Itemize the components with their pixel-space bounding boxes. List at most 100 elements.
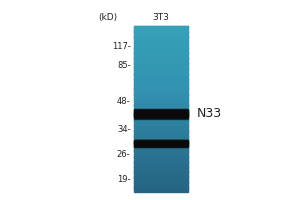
Bar: [134, 117, 188, 118]
Bar: [134, 121, 188, 122]
Bar: [134, 189, 188, 190]
Bar: [134, 177, 188, 178]
Bar: [134, 44, 188, 45]
Bar: [134, 52, 188, 53]
Bar: [134, 28, 188, 29]
Bar: [134, 68, 188, 69]
Bar: [134, 120, 188, 121]
Bar: [134, 52, 188, 53]
Bar: [134, 89, 188, 90]
Bar: [134, 141, 188, 142]
Bar: [134, 182, 188, 183]
Bar: [134, 110, 188, 111]
Bar: [134, 191, 188, 192]
Bar: [134, 143, 188, 144]
Text: 19-: 19-: [117, 175, 130, 184]
Bar: [134, 173, 188, 174]
Bar: [134, 145, 188, 146]
Text: 85-: 85-: [117, 61, 130, 70]
Bar: [134, 157, 188, 158]
Bar: [134, 83, 188, 84]
Text: 48-: 48-: [117, 97, 130, 106]
Bar: [134, 118, 188, 119]
Bar: [134, 182, 188, 183]
Bar: [134, 119, 188, 120]
Bar: [134, 67, 188, 68]
Bar: [134, 181, 188, 182]
Bar: [134, 190, 188, 191]
Bar: [134, 74, 188, 75]
Bar: [134, 146, 188, 147]
Bar: [134, 72, 188, 73]
Bar: [134, 169, 188, 170]
Bar: [134, 128, 188, 129]
Bar: [134, 68, 188, 69]
Bar: [134, 187, 188, 188]
Bar: [134, 140, 188, 141]
Bar: [134, 164, 188, 165]
Bar: [134, 32, 188, 33]
Bar: [134, 146, 188, 147]
Bar: [134, 84, 188, 85]
Bar: [134, 100, 188, 101]
Bar: [134, 163, 188, 164]
Bar: [134, 178, 188, 179]
Bar: [134, 74, 188, 75]
Bar: [134, 77, 188, 78]
Bar: [134, 153, 188, 154]
Bar: [134, 131, 188, 132]
Bar: [134, 58, 188, 59]
Bar: [134, 123, 188, 124]
Bar: [134, 147, 188, 148]
Bar: [134, 146, 188, 147]
Bar: [134, 139, 188, 140]
Bar: [134, 37, 188, 38]
Bar: [134, 29, 188, 30]
Bar: [134, 133, 188, 134]
Bar: [134, 144, 188, 145]
Bar: [134, 138, 188, 139]
Bar: [134, 112, 188, 113]
Bar: [134, 57, 188, 58]
Bar: [134, 143, 188, 144]
Bar: [134, 104, 188, 105]
Bar: [134, 110, 188, 111]
Bar: [134, 125, 188, 126]
Bar: [134, 136, 188, 137]
Bar: [134, 86, 188, 87]
Bar: [134, 115, 188, 116]
Bar: [134, 170, 188, 171]
Bar: [134, 134, 188, 135]
Bar: [134, 111, 188, 112]
Bar: [134, 177, 188, 178]
Bar: [134, 137, 188, 138]
Bar: [134, 161, 188, 162]
Bar: [134, 149, 188, 150]
Bar: [134, 79, 188, 80]
Bar: [134, 93, 188, 94]
Bar: [134, 87, 188, 88]
Bar: [134, 48, 188, 49]
Bar: [134, 118, 188, 119]
Bar: [134, 37, 188, 38]
Bar: [134, 82, 188, 83]
Bar: [134, 30, 188, 31]
Bar: [134, 54, 188, 55]
Bar: [134, 27, 188, 28]
Bar: [134, 78, 188, 79]
Bar: [134, 109, 188, 110]
Bar: [134, 185, 188, 186]
Bar: [134, 161, 188, 162]
Bar: [134, 167, 188, 168]
Bar: [134, 148, 188, 149]
Bar: [134, 124, 188, 125]
Bar: [134, 33, 188, 34]
Bar: [134, 39, 188, 40]
Bar: [134, 158, 188, 159]
Bar: [134, 46, 188, 47]
Bar: [134, 171, 188, 172]
Text: (kD): (kD): [98, 13, 118, 22]
Bar: [134, 49, 188, 50]
Bar: [134, 99, 188, 100]
Bar: [134, 115, 188, 116]
